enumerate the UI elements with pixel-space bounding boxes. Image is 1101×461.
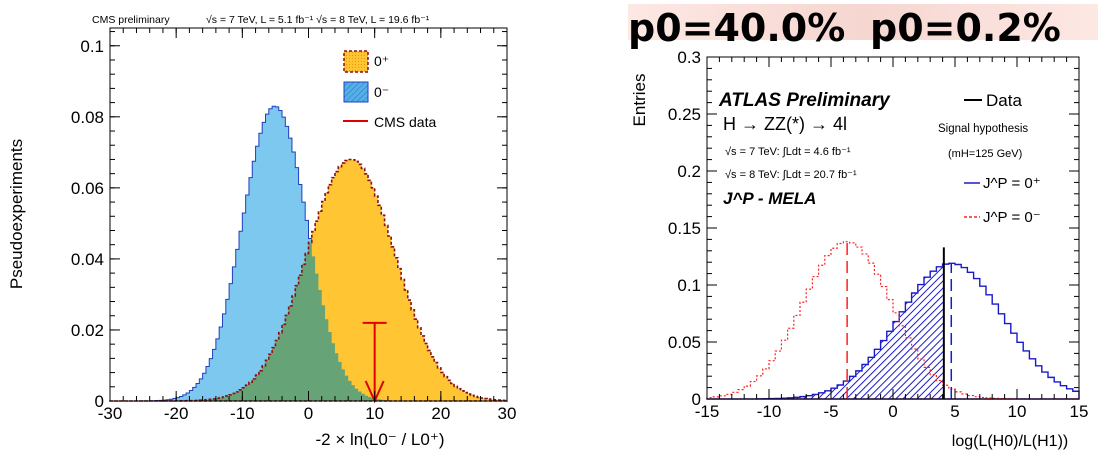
cms-legend-label-0plus: 0⁺ bbox=[374, 53, 389, 69]
atlas-x-tick-label: 15 bbox=[1070, 402, 1089, 421]
atlas-y-tick-label: 0.2 bbox=[677, 162, 701, 181]
cms-x-tick-label: 10 bbox=[365, 404, 384, 423]
cms-header-right: √s = 7 TeV, L = 5.1 fb⁻¹ √s = 8 TeV, L =… bbox=[206, 14, 430, 26]
atlas-y-tick-label: 0.05 bbox=[668, 333, 701, 352]
atlas-x-tick-label: -10 bbox=[757, 402, 782, 421]
cms-y-tick-label: 0 bbox=[95, 392, 104, 411]
p0-banner-left: p0=40.0% bbox=[628, 6, 845, 50]
atlas-title-line-4: √s = 8 TeV: ∫Ldt = 20.7 fb⁻¹ bbox=[725, 169, 857, 181]
atlas-chart: p0=40.0% p0=0.2% -15 -10 -5 0 5 10 15 0 0.05 0.1 0… bbox=[628, 4, 1098, 450]
cms-y-tick-label: 0.06 bbox=[71, 179, 104, 198]
atlas-y-axis-label: Entries bbox=[630, 74, 649, 127]
cms-x-tick-label: -10 bbox=[230, 404, 255, 423]
atlas-legend-label-signal: Signal hypothesis bbox=[938, 123, 1028, 135]
cms-x-tick-label: 0 bbox=[304, 404, 313, 423]
cms-legend-swatch-0plus bbox=[343, 50, 369, 73]
atlas-y-tick-label: 0.3 bbox=[677, 48, 701, 67]
cms-header-left: CMS preliminary bbox=[92, 14, 170, 26]
atlas-histograms bbox=[706, 241, 1080, 400]
atlas-title-line-1: ATLAS Preliminary bbox=[718, 90, 891, 111]
atlas-y-tick-label: 0.15 bbox=[668, 219, 701, 238]
cms-x-tick-label: -20 bbox=[164, 404, 189, 423]
cms-y-tick-label: 0.02 bbox=[71, 321, 104, 340]
atlas-y-tick-label: 0.1 bbox=[677, 276, 701, 295]
atlas-y-tick-label: 0 bbox=[692, 390, 701, 409]
cms-axis-ticks: -30 -20 -10 0 10 20 30 0 0.02 0.04 0.06 0.08 0.1 bbox=[71, 28, 517, 423]
cms-y-tick-label: 0.08 bbox=[71, 108, 104, 127]
atlas-legend: Data Signal hypothesis (mH=125 GeV) J^P … bbox=[938, 91, 1041, 226]
cms-y-axis-label: Pseudoexperiments bbox=[7, 139, 26, 289]
atlas-x-tick-label: -15 bbox=[695, 402, 720, 421]
cms-legend: 0⁺ 0⁻ CMS data bbox=[343, 50, 436, 130]
atlas-text-block: ATLAS Preliminary H → ZZ(*) → 4l √s = 7 … bbox=[718, 90, 891, 208]
atlas-x-tick-label: 5 bbox=[950, 402, 959, 421]
atlas-title-line-3: √s = 7 TeV: ∫Ldt = 4.6 fb⁻¹ bbox=[725, 146, 851, 158]
atlas-title-line-5: J^P - MELA bbox=[723, 189, 816, 208]
atlas-legend-label-mass: (mH=125 GeV) bbox=[948, 148, 1022, 160]
cms-x-tick-label: 20 bbox=[431, 404, 450, 423]
cms-y-tick-label: 0.04 bbox=[71, 250, 104, 269]
atlas-hatched-area bbox=[707, 264, 944, 399]
cms-x-axis-label: -2 × ln(L0⁻ / L0⁺) bbox=[316, 430, 445, 449]
atlas-x-tick-label: 0 bbox=[888, 402, 897, 421]
cms-legend-swatch-0minus bbox=[343, 81, 369, 103]
atlas-legend-label-0minus: J^P = 0⁻ bbox=[983, 209, 1041, 226]
atlas-x-tick-label: -5 bbox=[823, 402, 838, 421]
cms-histograms bbox=[109, 105, 508, 404]
atlas-legend-label-data: Data bbox=[986, 91, 1022, 110]
cms-hist-overlap bbox=[110, 242, 507, 401]
atlas-axis-ticks: -15 -10 -5 0 5 10 15 0 0.05 0.1 0.15 0.2 0.25 0.3 bbox=[668, 48, 1089, 421]
atlas-x-axis-label: log(L(H0)/L(H1)) bbox=[952, 433, 1068, 450]
cms-chart: CMS preliminary √s = 7 TeV, L = 5.1 fb⁻¹… bbox=[7, 14, 516, 449]
atlas-y-tick-label: 0.25 bbox=[668, 105, 701, 124]
cms-x-tick-label: 30 bbox=[498, 404, 517, 423]
atlas-legend-label-0plus: J^P = 0⁺ bbox=[983, 175, 1041, 192]
cms-legend-label-0minus: 0⁻ bbox=[374, 84, 389, 100]
cms-y-tick-label: 0.1 bbox=[80, 37, 104, 56]
p0-banner-background bbox=[628, 4, 1098, 40]
cms-legend-label-data: CMS data bbox=[374, 114, 436, 130]
atlas-x-tick-label: 10 bbox=[1008, 402, 1027, 421]
atlas-title-line-2: H → ZZ(*) → 4l bbox=[723, 114, 847, 134]
cms-x-tick-label: -30 bbox=[98, 404, 123, 423]
p0-banner-right: p0=0.2% bbox=[870, 6, 1061, 50]
